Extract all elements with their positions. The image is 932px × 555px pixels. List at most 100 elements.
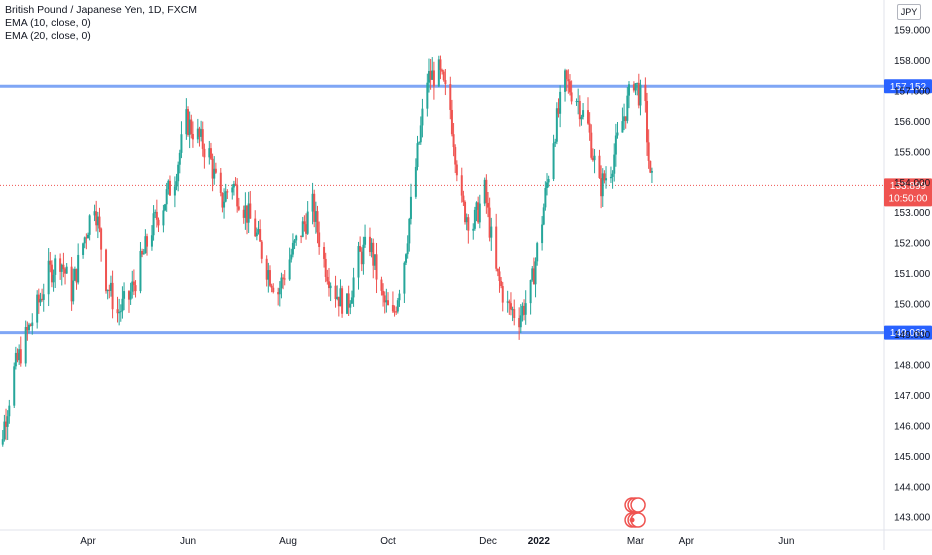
candle-body (267, 270, 270, 280)
candle-body (196, 128, 199, 140)
candle-body (244, 205, 247, 218)
candle-body (157, 219, 160, 226)
candle-body (177, 164, 180, 182)
candle-body (403, 262, 406, 294)
economic-event-flag-icon[interactable] (630, 497, 646, 513)
candle-body (13, 366, 16, 406)
candle-body (360, 251, 363, 265)
candle-body (477, 202, 480, 223)
candle-body (427, 70, 430, 83)
candle-body (347, 293, 350, 308)
candle-body (301, 221, 304, 237)
candle-body (580, 116, 583, 120)
candle-body (5, 421, 8, 427)
candle-body (278, 288, 281, 295)
candle-body (236, 184, 239, 207)
candle-body (568, 81, 571, 93)
candle-body (646, 101, 649, 143)
ema-20-label[interactable]: EMA (20, close, 0) (5, 30, 91, 42)
candle-body (144, 236, 147, 254)
x-tick-label: Apr (679, 536, 695, 547)
candle-body (524, 303, 527, 315)
candle-body (200, 129, 203, 137)
x-tick-label: Aug (279, 536, 297, 547)
candle-body (155, 211, 158, 220)
candle-body (280, 277, 283, 289)
candle-body (214, 168, 217, 173)
symbol-title[interactable]: British Pound / Japanese Yen, 1D, FXCM (5, 4, 198, 16)
candle-body (613, 154, 616, 174)
candle-body (19, 349, 22, 364)
candle-body (567, 79, 570, 82)
candle-body (290, 254, 293, 260)
candle-body (118, 312, 121, 314)
candle-body (483, 179, 486, 204)
candle-body (129, 291, 132, 300)
candle-body (83, 237, 86, 244)
candle-body (336, 296, 339, 299)
candle-body (24, 327, 27, 364)
candle-body (50, 264, 53, 283)
candle-body (485, 179, 488, 203)
candle-body (178, 152, 181, 165)
candle-body (37, 294, 40, 303)
candle-body (639, 84, 642, 106)
candle-body (598, 155, 601, 178)
candle-body (591, 157, 594, 161)
candle-body (523, 305, 526, 315)
candle-body (47, 260, 50, 295)
candle-body (359, 246, 362, 252)
candle-body (49, 260, 52, 265)
candle-body (357, 246, 360, 278)
candle-body (87, 234, 89, 239)
candle-body (41, 298, 44, 300)
candle-body (544, 187, 547, 208)
candle-body (501, 286, 504, 303)
ema-10-label[interactable]: EMA (10, close, 0) (5, 17, 91, 29)
candle-body (82, 243, 85, 255)
candle-body (314, 211, 317, 222)
candle-body (306, 211, 309, 234)
candle-body (277, 292, 280, 295)
candle-body (231, 187, 234, 193)
candle-body (467, 217, 470, 231)
candle-body (462, 195, 465, 202)
candle-body (650, 171, 653, 173)
y-tick-label: 145.000 (894, 452, 931, 463)
candle-body (165, 189, 168, 205)
candle-body (188, 119, 191, 135)
candle-body (168, 180, 171, 196)
candle-body (419, 125, 422, 143)
chart-legend: British Pound / Japanese Yen, 1D, FXCM E… (5, 4, 197, 43)
candle-body (313, 193, 316, 222)
candle-body (487, 202, 489, 208)
candle-body (511, 309, 514, 311)
candle-body (187, 109, 189, 135)
candle-body (426, 82, 429, 109)
current-price-label: 153.899 (890, 181, 927, 192)
candle-body (609, 176, 612, 179)
candle-body (387, 300, 389, 306)
candle-body (305, 224, 308, 234)
candle-body (334, 285, 337, 299)
candle-body (437, 59, 440, 87)
candle-body (180, 134, 183, 153)
candle-body (249, 203, 252, 219)
candle-body (552, 143, 555, 180)
candle-body (282, 277, 285, 279)
candle-body (29, 324, 32, 326)
candle-body (95, 211, 98, 226)
price-axis: 143.000 144.000 145.000 146.000 147.000 148.0… (894, 26, 931, 524)
candle-body (255, 232, 258, 237)
candle-body (77, 254, 80, 283)
candle-body (316, 211, 319, 233)
candle-body (116, 309, 119, 314)
candle-body (542, 207, 545, 225)
x-tick-label: 2022 (528, 536, 551, 547)
candle-body (395, 311, 398, 313)
candle-body (593, 155, 596, 161)
candle-body (472, 228, 475, 231)
currency-badge[interactable]: JPY (897, 4, 921, 20)
